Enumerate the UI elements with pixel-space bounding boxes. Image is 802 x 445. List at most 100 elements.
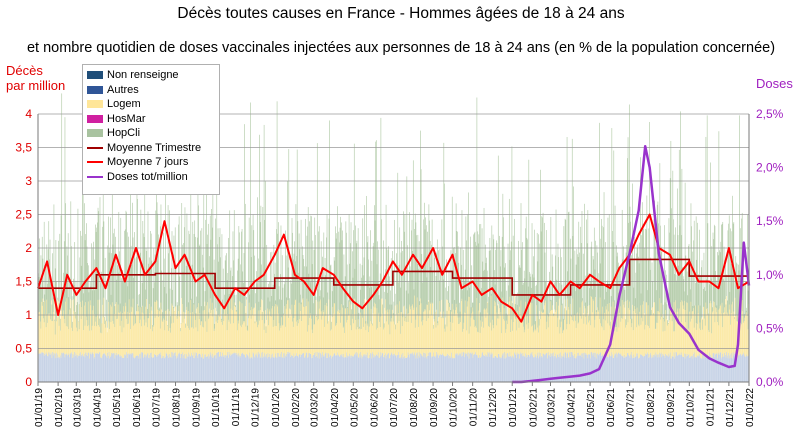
daily-bar-base: [268, 353, 270, 382]
daily-bar-base: [447, 353, 449, 382]
daily-bar-base: [607, 356, 609, 382]
daily-bar-base: [100, 357, 101, 382]
daily-bar-base: [530, 353, 532, 382]
daily-bar-hopcli: [54, 319, 55, 321]
daily-bar-base: [274, 358, 275, 382]
daily-bar-hopcli: [200, 306, 202, 322]
daily-bar-base: [521, 353, 522, 382]
daily-bar-hopcli: [394, 293, 396, 306]
daily-bar-base: [503, 358, 505, 382]
daily-bar-logem: [747, 316, 748, 357]
daily-bar-base: [350, 355, 351, 382]
daily-bar-hopcli: [60, 318, 61, 331]
daily-bar-base: [390, 353, 392, 382]
daily-bar-logem: [745, 314, 746, 357]
daily-bar-logem: [218, 316, 220, 357]
daily-bar-hopcli: [209, 215, 211, 299]
daily-bar-hopcli: [241, 228, 243, 304]
daily-bar-hopcli: [93, 241, 94, 306]
daily-bar-logem: [62, 315, 64, 353]
daily-bar-logem: [93, 314, 95, 359]
x-tick-label: 01/11/21: [705, 388, 716, 427]
daily-bar-logem: [140, 307, 142, 359]
daily-bar-logem: [477, 332, 479, 358]
daily-bar-logem: [489, 314, 491, 357]
daily-bar-logem: [258, 310, 260, 355]
daily-bar-hopcli: [115, 279, 117, 303]
daily-bar-base: [206, 356, 208, 382]
daily-bar-logem: [736, 321, 738, 355]
daily-bar-hopcli: [148, 263, 149, 319]
daily-bar-hopcli: [555, 255, 556, 312]
daily-bar-logem: [715, 308, 717, 355]
daily-bar-hopcli: [309, 221, 310, 318]
daily-bar-base: [315, 356, 316, 382]
daily-bar-base: [687, 355, 689, 382]
daily-bar-hopcli: [161, 312, 163, 321]
daily-bar-base: [370, 353, 372, 382]
daily-bar-base: [606, 356, 608, 382]
daily-bar-base: [473, 353, 475, 382]
daily-bar-logem: [560, 327, 561, 353]
daily-bar-hopcli: [80, 230, 81, 302]
daily-bar-hopcli: [350, 222, 352, 305]
daily-bar-hopcli: [728, 215, 730, 305]
daily-bar-logem: [207, 319, 209, 355]
daily-bar-hopcli: [381, 282, 383, 299]
daily-bar-logem: [658, 311, 659, 355]
daily-bar-logem: [627, 299, 628, 354]
daily-bar-hopcli: [599, 122, 600, 320]
daily-bar-hopcli: [212, 172, 214, 317]
daily-bar-base: [631, 355, 633, 382]
daily-bar-base: [158, 355, 159, 382]
daily-bar-hopcli: [571, 138, 573, 321]
daily-bar-hopcli: [678, 265, 679, 322]
daily-bar-hopcli: [577, 254, 578, 313]
daily-bar-hopcli: [644, 315, 646, 330]
legend-swatch: [87, 85, 103, 94]
daily-bar-base: [156, 356, 157, 382]
daily-bar-base: [614, 353, 616, 382]
daily-bar-logem: [627, 322, 629, 353]
daily-bar-logem: [443, 311, 445, 356]
daily-bar-base: [492, 353, 493, 382]
daily-bar-logem: [336, 323, 338, 356]
daily-bar-hopcli: [573, 186, 574, 322]
daily-bar-logem: [288, 317, 290, 353]
daily-bar-base: [346, 357, 348, 382]
daily-bar-hopcli: [595, 310, 597, 313]
daily-bar-hopcli: [104, 316, 105, 324]
daily-bar-hopcli: [384, 291, 386, 308]
daily-bar-base: [115, 354, 116, 382]
daily-bar-logem: [712, 312, 713, 359]
daily-bar-hopcli: [618, 292, 620, 328]
daily-bar-hopcli: [481, 228, 483, 317]
daily-bar-hopcli: [170, 316, 172, 333]
daily-bar-base: [138, 358, 140, 382]
daily-bar-base: [278, 356, 280, 382]
daily-bar-logem: [368, 332, 369, 359]
daily-bar-hopcli: [217, 228, 219, 321]
daily-bar-base: [337, 352, 338, 382]
daily-bar-hopcli: [305, 218, 306, 307]
daily-bar-logem: [215, 321, 217, 359]
daily-bar-base: [361, 355, 362, 382]
daily-bar-logem: [515, 319, 517, 355]
daily-bar-logem: [112, 320, 114, 354]
daily-bar-hopcli: [396, 267, 398, 305]
daily-bar-logem: [249, 315, 251, 353]
daily-bar-base: [736, 354, 738, 382]
daily-bar-base: [250, 358, 251, 382]
daily-bar-hopcli: [138, 294, 140, 307]
daily-bar-base: [213, 357, 214, 382]
daily-bar-logem: [552, 305, 554, 354]
daily-bar-hopcli: [691, 226, 692, 319]
daily-bar-logem: [501, 305, 503, 356]
daily-bar-base: [176, 358, 177, 382]
daily-bar-logem: [505, 329, 507, 354]
daily-bar-base: [565, 352, 567, 382]
daily-bar-logem: [149, 313, 151, 359]
daily-bar-base: [652, 354, 654, 382]
daily-bar-hopcli: [658, 223, 659, 312]
daily-bar-base: [549, 356, 551, 382]
